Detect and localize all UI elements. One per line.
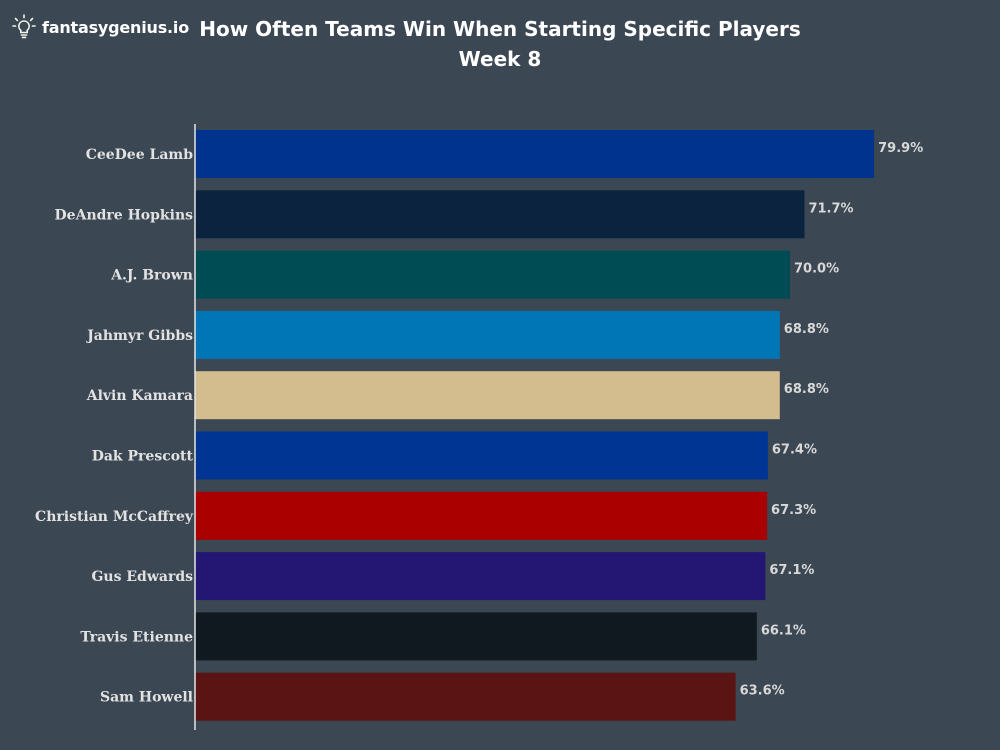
bar-dak-prescott <box>195 431 768 480</box>
bar-travis-etienne <box>195 612 757 661</box>
bar-alvin-kamara <box>195 371 780 420</box>
value-label: 67.4% <box>772 443 817 458</box>
category-label: Alvin Kamara <box>86 388 193 404</box>
value-label: 68.8% <box>784 322 829 337</box>
value-label: 79.9% <box>878 141 923 156</box>
category-label: A.J. Brown <box>110 268 193 284</box>
bar-christian-mccaffrey <box>195 491 768 540</box>
value-label: 67.1% <box>769 563 814 578</box>
value-label: 66.1% <box>761 623 806 638</box>
bar-deandre-hopkins <box>195 190 805 239</box>
category-label: CeeDee Lamb <box>86 147 194 163</box>
chart-title-block: How Often Teams Win When Starting Specif… <box>0 14 1000 74</box>
category-label: Dak Prescott <box>92 449 194 465</box>
value-label: 71.7% <box>808 201 853 216</box>
category-label: Travis Etienne <box>80 629 193 645</box>
category-label: Gus Edwards <box>91 569 193 585</box>
bar-a-j-brown <box>195 250 790 299</box>
category-label: Sam Howell <box>100 690 193 706</box>
lightbulb-icon <box>12 14 36 39</box>
brand-logo: fantasygenius.io <box>12 14 189 40</box>
bar-jahmyr-gibbs <box>195 310 780 359</box>
bar-gus-edwards <box>195 552 766 601</box>
value-label: 70.0% <box>794 262 839 277</box>
brand-name: fantasygenius.io <box>42 17 189 37</box>
category-label: DeAndre Hopkins <box>55 207 194 223</box>
category-label: Christian McCaffrey <box>35 509 194 525</box>
chart-subtitle: Week 8 <box>458 47 542 71</box>
value-label: 63.6% <box>740 684 785 699</box>
value-label: 67.3% <box>771 503 816 518</box>
category-label: Jahmyr Gibbs <box>85 328 193 344</box>
chart-title: How Often Teams Win When Starting Specif… <box>199 17 801 41</box>
bar-ceedee-lamb <box>195 130 875 178</box>
value-label: 68.8% <box>784 382 829 397</box>
bar-sam-howell <box>195 672 736 721</box>
